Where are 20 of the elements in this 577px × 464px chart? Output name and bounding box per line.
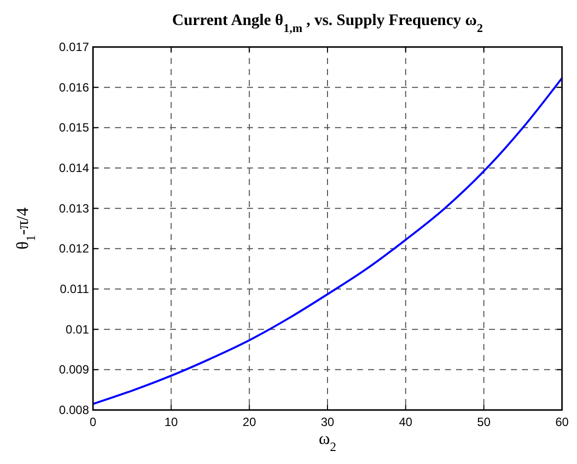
y-tick-label: 0.017 [58,40,90,54]
x-tick-label: 20 [242,415,256,429]
y-tick-label: 0.01 [66,322,90,336]
x-tick-label: 30 [320,415,334,429]
x-tick-label: 50 [477,415,491,429]
y-tick-label: 0.011 [60,282,90,296]
chart-title: Current Angle θ$_{1,m}$ , vs. Supply Frequency ω$_{2}$ [172,12,483,35]
x-tick-label: 0 [90,415,97,429]
y-tick-label: 0.013 [58,201,90,216]
y-tick-label: 0.015 [58,120,90,135]
y-tick-label: 0.014 [58,161,90,175]
x-axis-title: ω$_{2}$ [318,429,336,454]
x-tick-label: 60 [555,415,569,429]
x-tick-label: 10 [164,415,178,429]
line-series [92,77,563,405]
y-tick-label: 0.012 [58,242,90,256]
y-tick-label: 0.009 [58,362,90,377]
x-tick-label: 40 [398,415,413,429]
y-tick-label: 0.016 [58,80,90,94]
y-tick-label: 0.008 [58,403,90,417]
